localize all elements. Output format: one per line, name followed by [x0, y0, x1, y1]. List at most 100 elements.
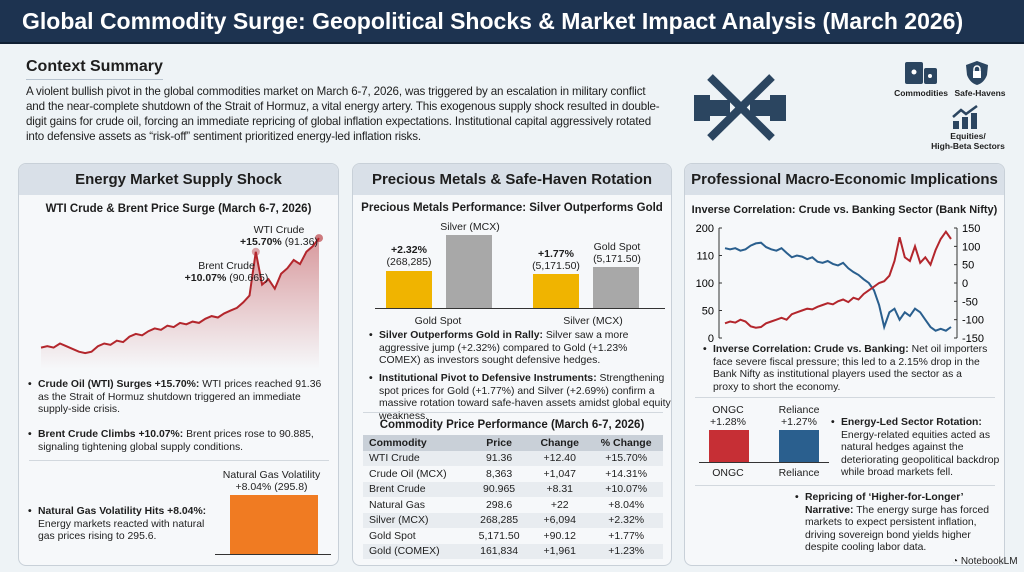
right-tick: -50: [962, 296, 978, 308]
shield-lock-icon: [966, 61, 988, 85]
commodity-table: Commodity Price Change% Change WTI Crude 91.…: [363, 435, 663, 559]
table-cell: +12.40: [530, 450, 590, 466]
crude-series-line: [724, 229, 952, 329]
bullet-institutional: Institutional Pivot to Defensive Instrum…: [369, 373, 671, 423]
left-tick: 0: [708, 333, 714, 345]
wti-label: WTI Crude: [253, 224, 305, 236]
table-cell: Natural Gas: [369, 498, 426, 511]
wti-value: +15.70%: [240, 236, 282, 248]
table-row: Brent Crude 90.965 +8.31 +10.07%: [363, 481, 663, 497]
table-cell: 8,363: [485, 467, 513, 480]
table-cell: +22: [550, 498, 569, 511]
table-cell: +8.31: [530, 481, 590, 497]
category-gold-spot: Gold Spot: [414, 315, 462, 327]
right-tick: -100: [962, 315, 984, 327]
table-row: Natural Gas 298.6 +22 +8.04%: [363, 497, 663, 513]
table-cell: Brent Crude: [363, 481, 469, 497]
table-cell: Crude Oil (MCX): [369, 467, 447, 480]
table-cell: 298.6: [485, 498, 513, 511]
natgas-label: Natural Gas Volatility +8.04% (295.8): [222, 469, 321, 493]
table-row: Silver (MCX) 268,285 +6,094 +2.32%: [363, 512, 663, 528]
silver-bar-label: Silver (MCX): [440, 221, 500, 233]
ongc-category: ONGC: [712, 467, 744, 479]
table-cell: +90.12: [543, 529, 576, 542]
right-tick: 150: [962, 223, 980, 235]
table-cell: +6,094: [530, 512, 590, 528]
brent-price: (90.665): [229, 272, 269, 284]
context-text: A violent bullish pivot in the global co…: [26, 85, 660, 143]
macro-panel: Professional Macro-Economic Implications…: [684, 163, 1005, 566]
notebooklm-brand: ◔ NotebookLM: [952, 556, 1018, 567]
macro-panel-title: Professional Macro-Economic Implications: [685, 164, 1004, 195]
bullet-repricing: Repricing of ‘Higher-for-Longer’ Narrati…: [795, 492, 995, 555]
silver-mcx-bar: [446, 235, 492, 308]
correlation-chart: 200 110 100 50 0 150 100 50 0 -50 -100 -150: [696, 223, 984, 345]
table-cell: WTI Crude: [363, 450, 469, 466]
brent-label: Brent Crude: [198, 260, 255, 272]
gold2-bar: [533, 274, 579, 308]
metals-panel: Precious Metals & Safe-Haven Rotation Pr…: [352, 163, 672, 566]
table-header: % Change: [589, 435, 663, 451]
crude-line: [40, 237, 320, 355]
table-cell: +8.04%: [608, 498, 645, 511]
ongc-bar-label: ONGC +1.28%: [710, 404, 746, 428]
rising-bars-icon: [952, 104, 978, 129]
silver2-bar-label: Gold Spot (5,171.50): [593, 241, 641, 265]
table-cell: 5,171.50: [478, 529, 520, 542]
brent-point: [251, 247, 260, 256]
reliance-bar: [779, 430, 819, 462]
silver2-bar: [593, 267, 639, 308]
gold-spot-bar: [386, 271, 432, 308]
right-tick: 50: [962, 260, 974, 272]
safe-havens-label: Safe-Havens: [954, 88, 1006, 98]
metals-panel-title: Precious Metals & Safe-Haven Rotation: [353, 164, 671, 195]
table-row: Crude Oil (MCX) 8,363 +1,047 +14.31%: [363, 466, 663, 482]
oil-barrels-icon: [905, 62, 937, 84]
table-cell: 90.965: [468, 481, 531, 497]
table-title: Commodity Price Performance (March 6-7, …: [379, 419, 645, 431]
left-tick: 200: [696, 223, 714, 235]
natgas-bar: [230, 495, 318, 554]
table-header: Price: [468, 435, 531, 451]
energy-panel: Energy Market Supply Shock WTI Crude & B…: [18, 163, 339, 566]
left-tick: 110: [696, 251, 714, 263]
table-header: Change: [530, 435, 590, 451]
wti-price: (91.36): [284, 236, 318, 248]
right-tick: -150: [962, 333, 984, 345]
category-silver-mcx: Silver (MCX): [563, 315, 623, 327]
commodities-label: Commodities: [894, 88, 948, 98]
bullet-inverse: Inverse Correlation: Crude vs. Banking: …: [703, 344, 988, 394]
table-cell: Silver (MCX): [363, 512, 469, 528]
table-cell: +1.23%: [589, 543, 663, 559]
bullet-natgas: Natural Gas Volatility Hits +8.04%: Ener…: [28, 506, 218, 544]
table-cell: 91.36: [468, 450, 531, 466]
table-cell: +15.70%: [589, 450, 663, 466]
table-row: Gold Spot 5,171.50 +90.12 +1.77%: [363, 528, 663, 544]
bullet-wti: Crude Oil (WTI) Surges +15.70%: WTI pric…: [28, 379, 333, 417]
table-cell: +1,047: [543, 467, 576, 480]
bank-nifty-series-line: [724, 241, 952, 332]
macro-chart-title: Inverse Correlation: Crude vs. Banking S…: [691, 204, 998, 216]
crude-area: [41, 238, 319, 369]
natgas-baseline: [215, 554, 331, 555]
table-cell: +14.31%: [605, 467, 648, 480]
right-tick: 100: [962, 241, 980, 253]
table-cell: 268,285: [468, 512, 531, 528]
table-cell: Gold (COMEX): [363, 543, 469, 559]
table-header: Commodity: [363, 435, 469, 451]
metals-chart-title: Precious Metals Performance: Silver Outp…: [361, 202, 663, 214]
energy-chart-title: WTI Crude & Brent Price Surge (March 6-7…: [45, 203, 312, 215]
table-cell: +1,961: [530, 543, 590, 559]
notebooklm-logo-icon: ◔: [952, 556, 961, 567]
gold2-bar-label: +1.77% (5,171.50): [532, 248, 580, 272]
brent-annotation: Brent Crude +10.07% (90.665): [184, 260, 269, 284]
table-cell: +2.32%: [589, 512, 663, 528]
bullet-silver: Silver Outperforms Gold in Rally: Silver…: [369, 330, 669, 368]
table-cell: +1.77%: [608, 529, 645, 542]
page-title: Global Commodity Surge: Geopolitical Sho…: [0, 0, 1024, 44]
table-cell: +10.07%: [589, 481, 663, 497]
bullet-brent: Brent Crude Climbs +10.07%: Brent prices…: [28, 429, 333, 454]
energy-panel-title: Energy Market Supply Shock: [19, 164, 338, 195]
table-row: WTI Crude 91.36 +12.40 +15.70%: [363, 450, 663, 466]
table-row: Gold (COMEX) 161,834 +1,961 +1.23%: [363, 543, 663, 559]
